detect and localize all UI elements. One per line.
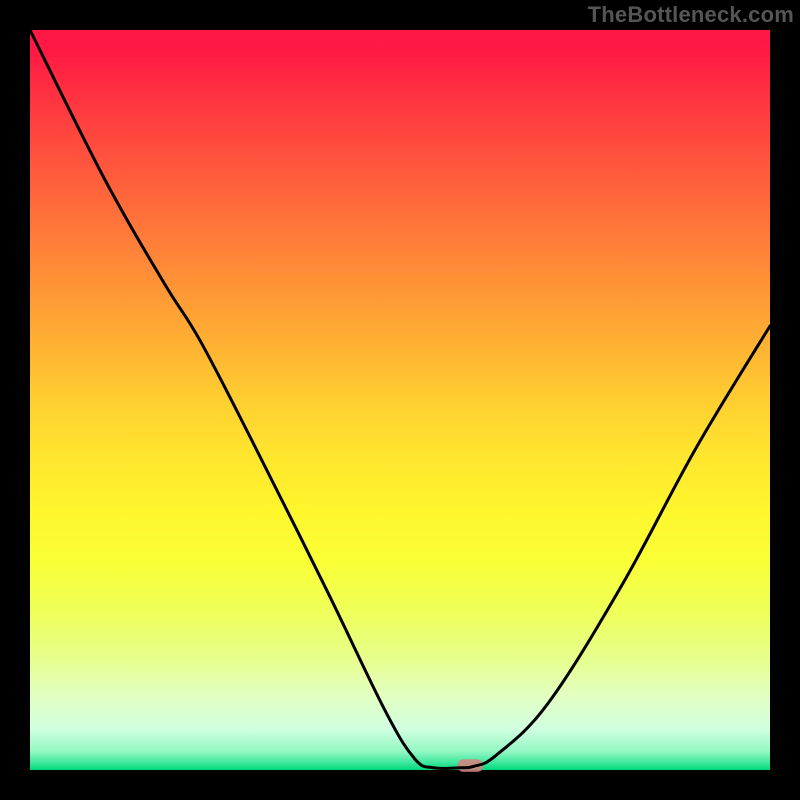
chart-frame: TheBottleneck.com — [0, 0, 800, 800]
plot-background — [30, 30, 770, 770]
bottleneck-chart — [0, 0, 800, 800]
watermark-text: TheBottleneck.com — [588, 2, 794, 28]
